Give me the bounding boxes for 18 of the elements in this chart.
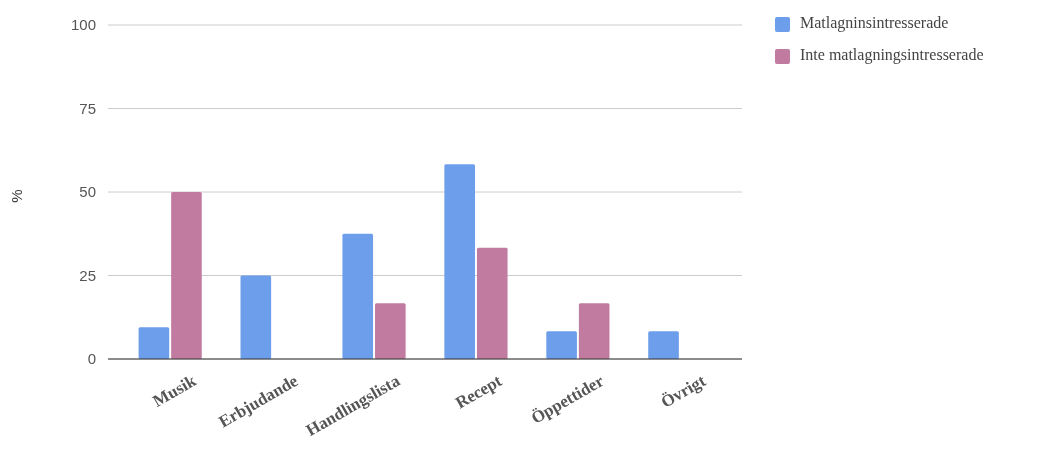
bar: [648, 331, 679, 359]
y-tick-label: 50: [79, 183, 96, 201]
bar: [171, 192, 202, 359]
bar: [546, 331, 577, 359]
legend-label: Inte matlagningsintresserade: [800, 46, 984, 64]
y-axis-title: %: [8, 189, 25, 203]
bar: [578, 303, 610, 359]
bar: [240, 275, 272, 359]
bar: [138, 327, 170, 359]
bar: [375, 303, 406, 359]
y-tick-label: 0: [87, 350, 96, 368]
y-tick-label: 25: [79, 266, 96, 284]
y-tick-label: 75: [79, 99, 96, 117]
bar: [342, 233, 374, 359]
bar: [476, 247, 508, 359]
bar: [444, 164, 475, 359]
legend-label: Matlagninsintresserade: [800, 14, 949, 32]
y-tick-label: 100: [70, 16, 96, 34]
